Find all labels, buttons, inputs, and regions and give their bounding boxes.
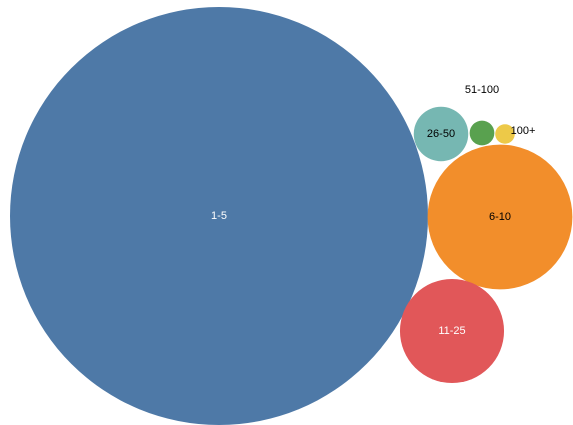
bubble-label-100plus: 100+ xyxy=(511,125,536,137)
bubble-label-26-50: 26-50 xyxy=(427,128,455,140)
bubble-26-50[interactable] xyxy=(413,106,469,162)
bubble-label-51-100: 51-100 xyxy=(465,84,499,96)
bubble-label-1-5: 1-5 xyxy=(211,210,227,222)
bubble-label-6-10: 6-10 xyxy=(489,211,511,223)
bubble-1-5[interactable] xyxy=(10,7,428,425)
bubble-6-10[interactable] xyxy=(427,144,573,290)
bubble-label-11-25: 11-25 xyxy=(438,325,465,337)
bubble-11-25[interactable] xyxy=(399,278,505,384)
bubble-51-100[interactable] xyxy=(469,120,495,146)
bubble-100plus[interactable] xyxy=(495,124,515,144)
